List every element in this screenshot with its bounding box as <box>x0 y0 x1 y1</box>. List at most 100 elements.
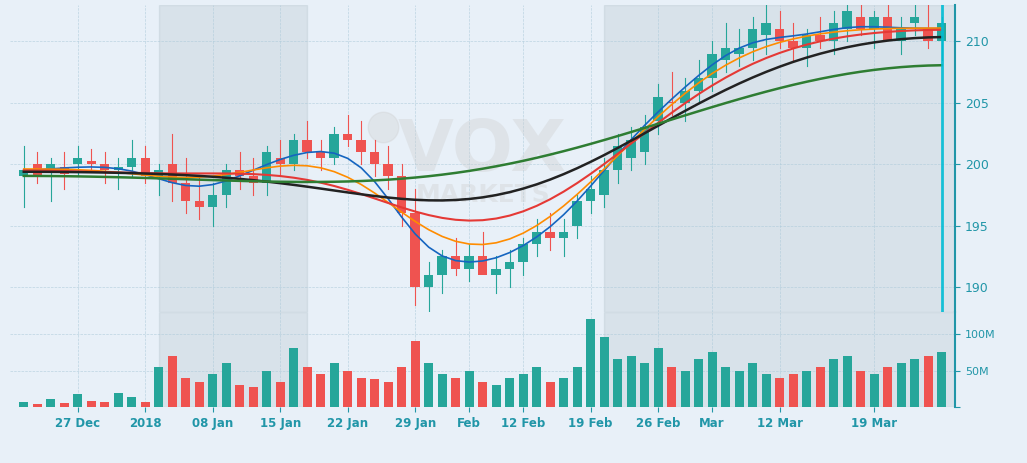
Bar <box>668 367 676 407</box>
Bar <box>938 352 946 407</box>
Bar <box>316 374 326 407</box>
Bar <box>330 363 339 407</box>
Bar <box>114 167 123 170</box>
Bar <box>303 367 311 407</box>
Bar <box>708 352 717 407</box>
Bar <box>73 158 82 164</box>
Bar <box>586 319 595 407</box>
Bar <box>775 29 785 42</box>
Bar <box>883 367 892 407</box>
Text: VOX: VOX <box>398 118 567 187</box>
Bar <box>424 363 433 407</box>
Bar <box>114 393 122 407</box>
Bar <box>73 394 82 407</box>
Bar <box>815 367 825 407</box>
Bar <box>604 312 955 407</box>
Bar <box>159 312 307 407</box>
Bar <box>694 78 703 91</box>
Bar <box>356 140 366 152</box>
Bar <box>897 29 906 42</box>
Bar <box>303 140 312 152</box>
Bar <box>572 201 582 225</box>
Bar <box>560 378 568 407</box>
Bar <box>438 374 447 407</box>
Bar <box>937 23 946 42</box>
Bar <box>356 378 366 407</box>
Bar <box>397 176 407 213</box>
Bar <box>505 263 515 269</box>
Bar <box>897 363 906 407</box>
Bar <box>127 158 137 167</box>
Bar <box>249 176 258 182</box>
Bar <box>141 158 150 176</box>
Bar <box>330 133 339 158</box>
Bar <box>640 363 649 407</box>
Bar <box>802 35 811 48</box>
Bar <box>424 275 433 287</box>
Bar <box>626 356 636 407</box>
Bar <box>519 244 528 263</box>
Bar <box>154 367 163 407</box>
Bar <box>316 152 326 158</box>
Bar <box>101 402 109 407</box>
Bar <box>910 17 919 23</box>
Bar <box>708 54 717 78</box>
Bar <box>545 232 555 238</box>
Bar <box>604 5 955 312</box>
Bar <box>451 378 460 407</box>
Bar <box>748 29 757 48</box>
Bar <box>465 370 473 407</box>
Bar <box>127 397 137 407</box>
Bar <box>46 399 55 407</box>
Bar <box>141 401 150 407</box>
Bar <box>842 11 851 29</box>
Bar <box>762 374 770 407</box>
Bar <box>492 269 501 275</box>
Bar <box>478 257 488 275</box>
Bar <box>721 48 730 60</box>
Bar <box>573 367 581 407</box>
Bar <box>195 382 203 407</box>
Bar <box>586 189 596 201</box>
Bar <box>749 363 757 407</box>
Bar <box>505 378 515 407</box>
Bar <box>681 370 689 407</box>
Bar <box>721 367 730 407</box>
Bar <box>60 167 69 174</box>
Bar <box>411 213 420 287</box>
Bar <box>384 382 392 407</box>
Bar <box>343 370 352 407</box>
Bar <box>222 170 231 195</box>
Bar <box>640 127 649 152</box>
Bar <box>479 382 487 407</box>
Bar <box>923 29 933 42</box>
Bar <box>681 91 690 103</box>
Bar <box>262 152 271 182</box>
Bar <box>275 158 284 164</box>
Bar <box>532 367 541 407</box>
Bar <box>802 370 811 407</box>
Bar <box>545 382 555 407</box>
Bar <box>46 164 55 170</box>
Bar <box>855 17 866 29</box>
Bar <box>775 378 784 407</box>
Bar <box>626 140 636 158</box>
Bar <box>370 152 379 164</box>
Bar <box>194 201 204 207</box>
Bar <box>20 170 29 176</box>
Bar <box>167 356 177 407</box>
Bar <box>734 48 744 54</box>
Bar <box>451 257 460 269</box>
Bar <box>613 146 622 170</box>
Bar <box>235 385 244 407</box>
Bar <box>20 401 28 407</box>
Bar <box>208 374 217 407</box>
Bar <box>33 404 42 407</box>
Bar <box>492 385 500 407</box>
Bar <box>182 378 190 407</box>
Bar <box>600 170 609 195</box>
Bar <box>734 370 744 407</box>
Bar <box>290 349 298 407</box>
Bar <box>464 257 473 269</box>
Bar <box>857 370 865 407</box>
